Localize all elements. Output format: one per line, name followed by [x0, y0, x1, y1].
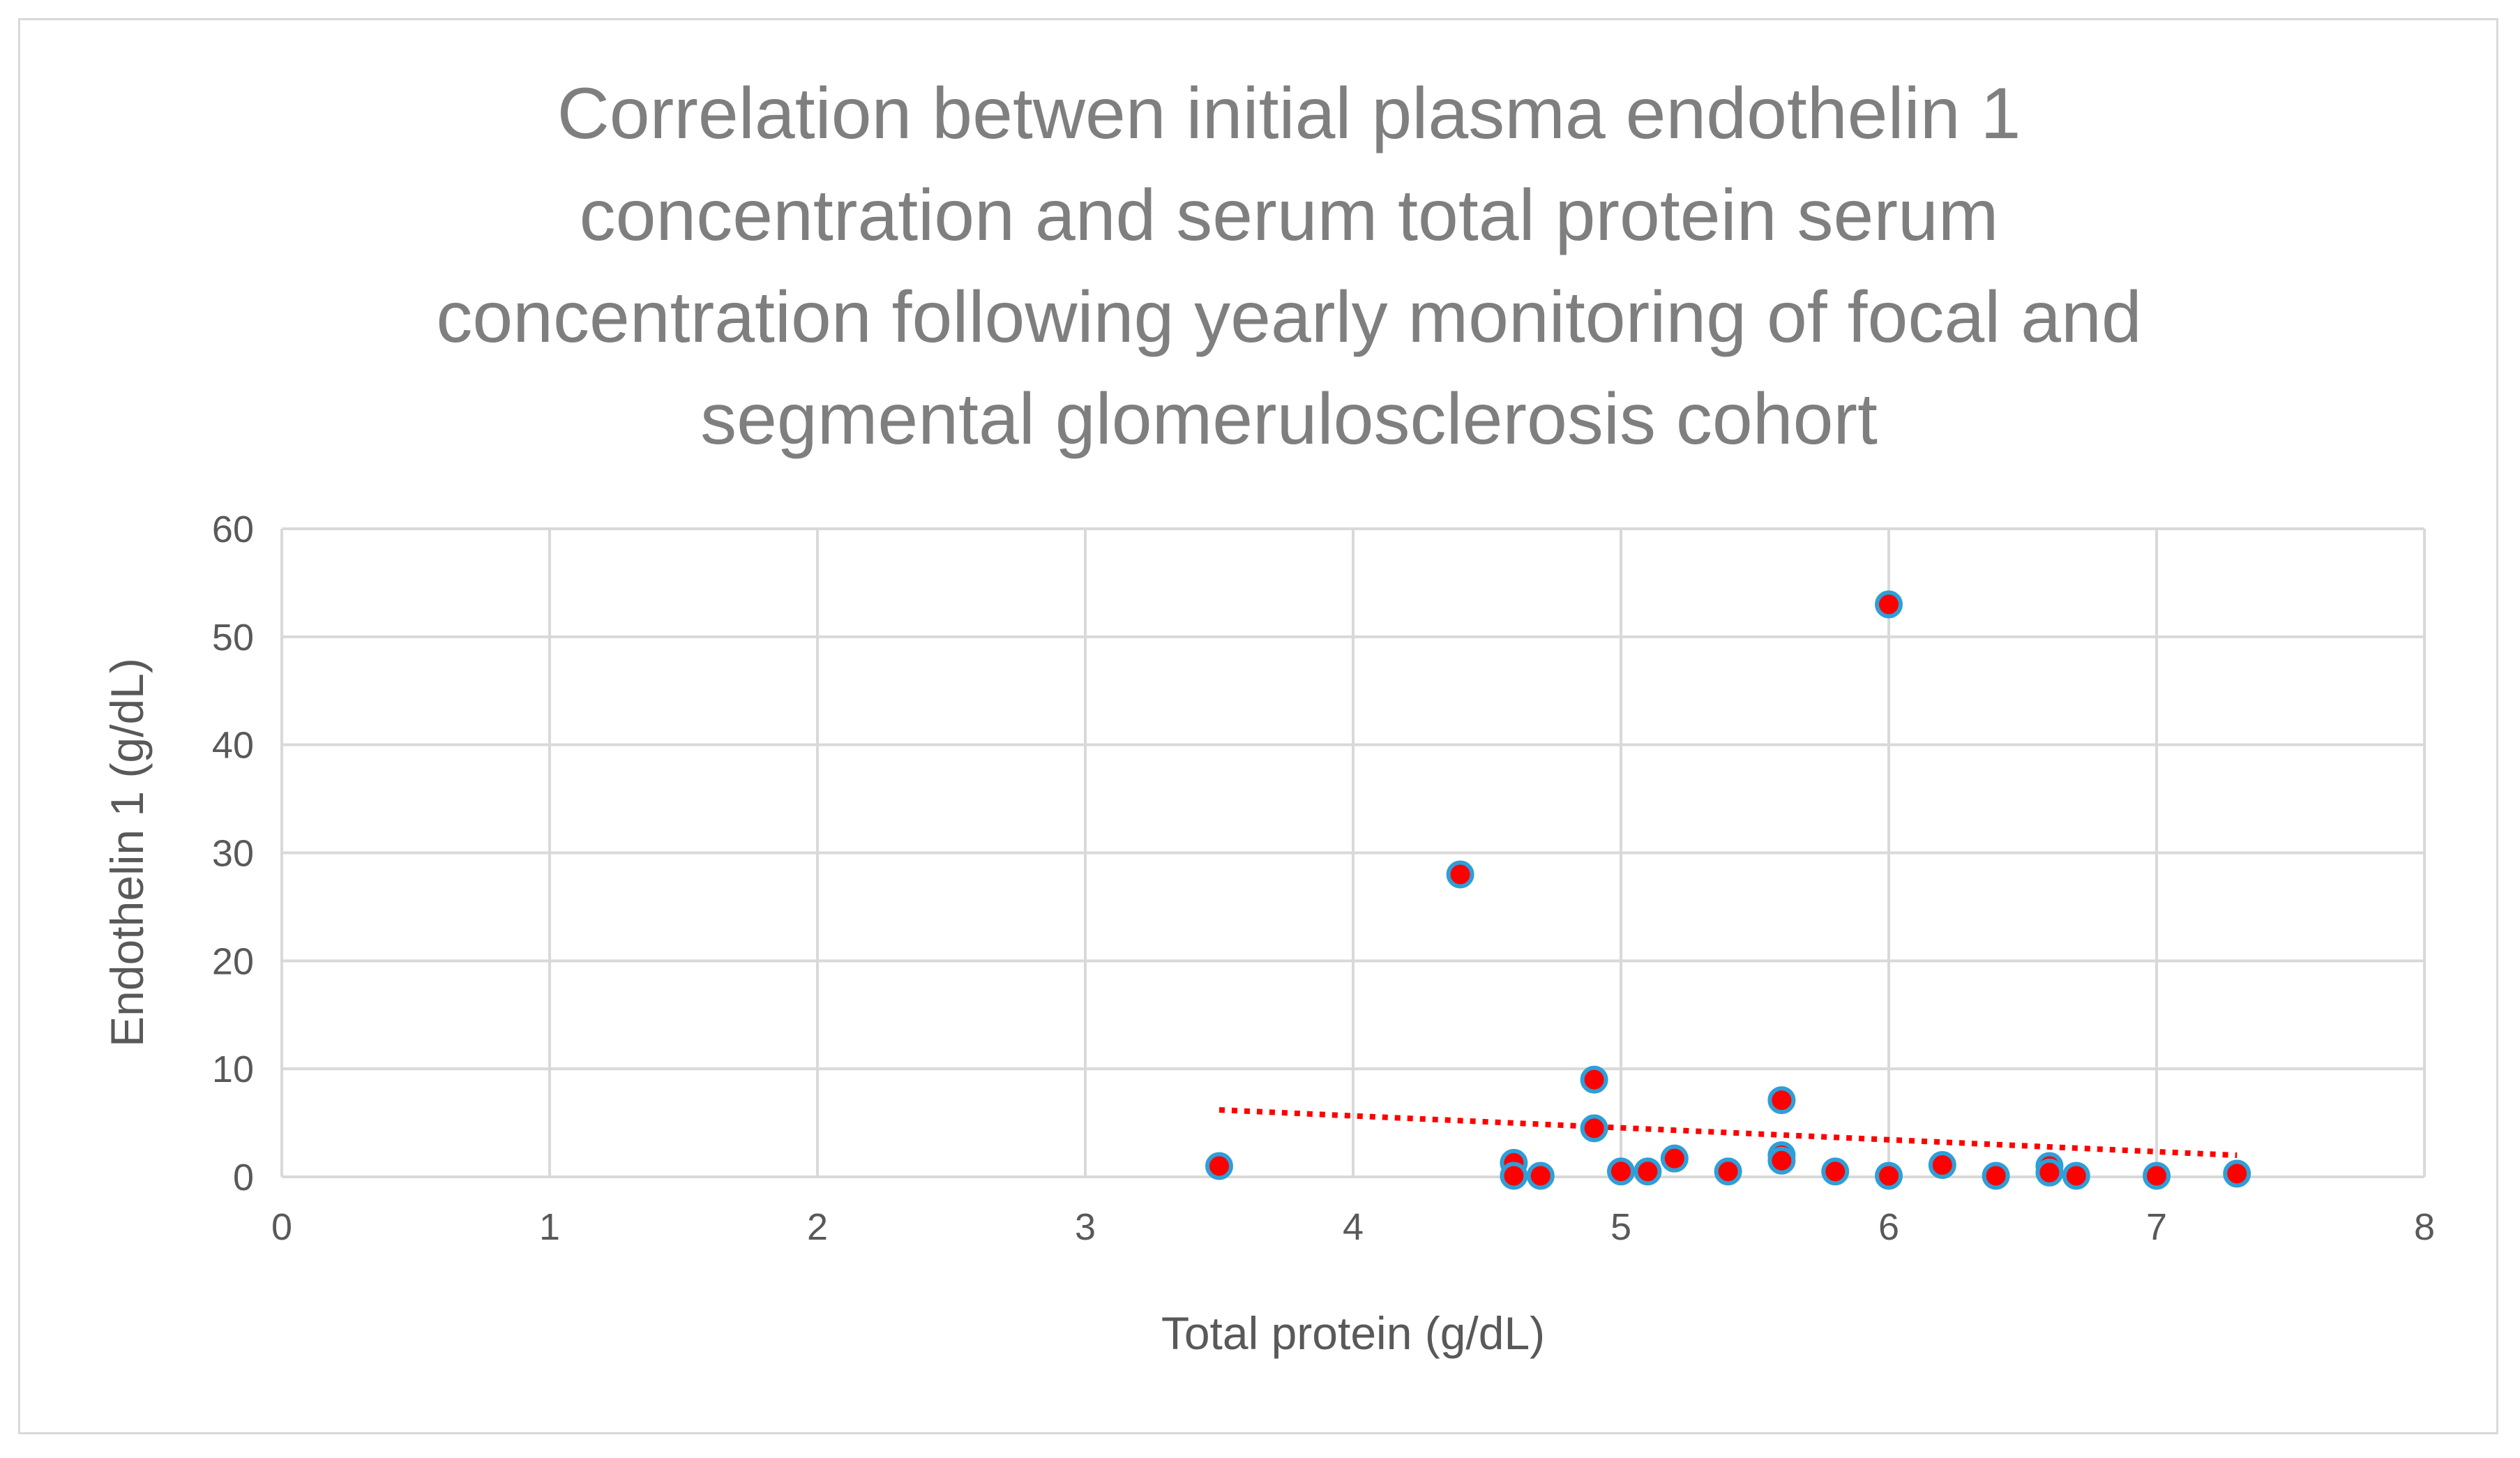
y-tick-label-0: 0	[233, 1157, 254, 1198]
x-tick-label-0: 0	[271, 1206, 292, 1248]
data-points	[1205, 590, 2251, 1190]
trendline-line	[1218, 1107, 2238, 1159]
x-tick-label-4: 4	[1343, 1206, 1364, 1248]
x-tick-label-5: 5	[1610, 1206, 1631, 1248]
data-point-0	[1205, 1152, 1233, 1180]
chart-title-line-1: Correlation betwen initial plasma endoth…	[557, 73, 2021, 154]
y-tick-label-3: 30	[212, 833, 254, 875]
y-tick-label-5: 50	[212, 617, 254, 659]
y-axis-title: Endothelin 1 (g/dL)	[101, 658, 153, 1047]
trendline	[1218, 1107, 2238, 1159]
data-point-14	[1821, 1157, 1850, 1186]
data-point-4	[1526, 1162, 1555, 1190]
x-tick-label-8: 8	[2414, 1206, 2435, 1248]
data-point-18	[1982, 1162, 2010, 1190]
data-point-11	[1767, 1086, 1796, 1115]
x-tick-label-7: 7	[2146, 1206, 2167, 1248]
data-point-1	[1446, 860, 1474, 889]
y-tick-label-1: 10	[212, 1049, 254, 1090]
chart-title-line-3: concentration following yearly monitorin…	[436, 277, 2141, 358]
chart-title: Correlation betwen initial plasma endoth…	[436, 73, 2141, 460]
x-tick-label-2: 2	[807, 1206, 828, 1248]
data-point-20	[2035, 1158, 2064, 1187]
chart-frame	[18, 18, 2498, 1434]
data-point-22	[2143, 1162, 2171, 1190]
data-point-13	[1767, 1146, 1796, 1175]
chart-title-line-2: concentration and serum total protein se…	[580, 175, 1999, 256]
data-point-5	[1580, 1065, 1608, 1094]
gridlines	[280, 527, 2426, 1178]
x-axis-tick-labels: 0 1 2 3 4 5 6 7 8	[271, 1206, 2435, 1248]
chart-title-line-4: segmental glomerulosclerosis cohort	[700, 379, 1878, 460]
data-point-15	[1875, 590, 1903, 619]
y-axis-tick-labels: 0 10 20 30 40 50 60	[212, 509, 254, 1198]
data-point-21	[2062, 1162, 2090, 1190]
data-point-10	[1714, 1157, 1742, 1186]
data-point-23	[2223, 1159, 2251, 1188]
data-point-7	[1607, 1157, 1635, 1186]
data-point-8	[1634, 1157, 1662, 1186]
data-point-6	[1580, 1114, 1608, 1143]
y-tick-label-6: 60	[212, 509, 254, 550]
x-axis-title: Total protein (g/dL)	[1161, 1307, 1545, 1359]
data-point-17	[1928, 1150, 1956, 1179]
x-tick-label-3: 3	[1075, 1206, 1096, 1248]
data-point-3	[1500, 1162, 1528, 1190]
data-point-9	[1660, 1144, 1689, 1173]
x-tick-label-6: 6	[1878, 1206, 1899, 1248]
y-tick-label-2: 20	[212, 940, 254, 982]
y-tick-label-4: 40	[212, 725, 254, 767]
x-tick-label-1: 1	[539, 1206, 560, 1248]
data-point-16	[1875, 1162, 1903, 1190]
